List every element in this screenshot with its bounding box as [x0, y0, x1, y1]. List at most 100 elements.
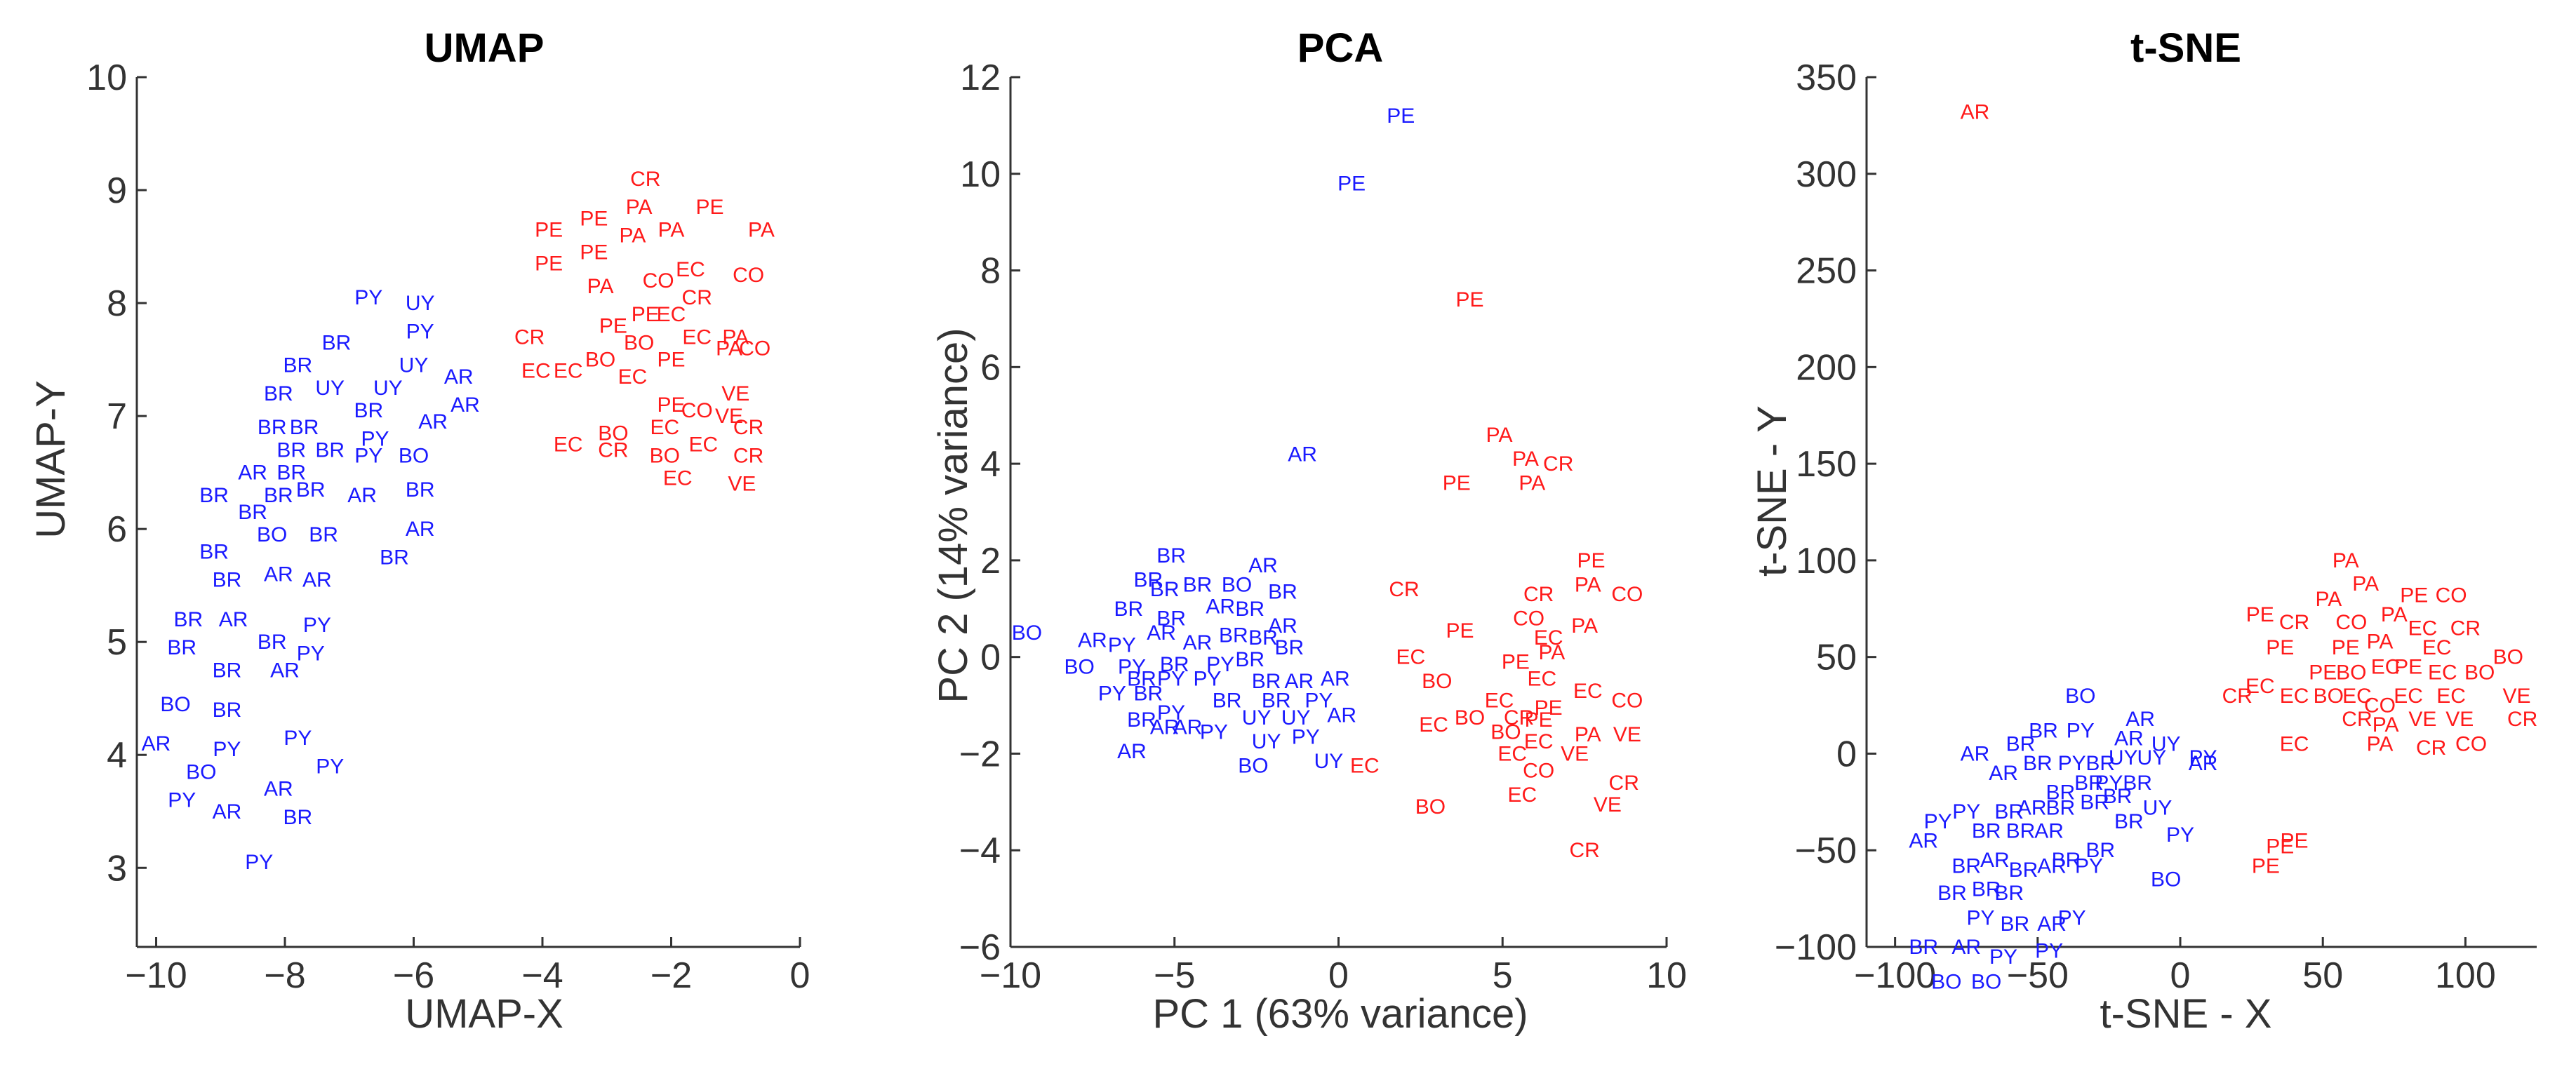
tsne-point-blue: BO [2151, 868, 2181, 892]
pca-point-red: EC [1396, 646, 1426, 669]
umap-point-red: EC [663, 467, 693, 490]
umap-point-red: BO [585, 349, 615, 372]
tsne-point-blue: BR [1909, 936, 1938, 959]
tsne-point-red: PA [2352, 572, 2379, 596]
umap-point-red: EC [650, 416, 679, 439]
pca-point-red: CR [1569, 839, 1599, 862]
pca-point-blue: BR [1268, 581, 1297, 604]
pca-point-red: CO [1523, 760, 1554, 783]
tsne-point-red: PA [2315, 588, 2342, 611]
tsne-point-blue: PY [2095, 772, 2123, 795]
umap-point-blue: AR [264, 778, 293, 801]
tsne-point-blue: BR [2086, 839, 2115, 862]
umap-point-red: EC [554, 433, 583, 456]
tsne-point-blue: PY [2058, 907, 2086, 930]
pca-point-blue: BR [1183, 573, 1213, 596]
umap-point-red: PA [620, 224, 646, 247]
pca-point-blue: PY [1118, 655, 1146, 678]
pca-y-axis-label: PC 2 (14% variance) [930, 328, 976, 703]
pca-point-blue: PY [1304, 690, 1333, 713]
pca-point-blue: BR [1252, 670, 1281, 693]
umap-point-red: CR [733, 444, 763, 467]
pca-y-tick-label: −6 [959, 927, 1001, 968]
tsne-y-tick-label: −100 [1775, 927, 1857, 968]
pca-point-red: PE [1577, 549, 1605, 572]
umap-x-tick-label: −2 [650, 955, 692, 996]
tsne-y-tick-label: 200 [1796, 347, 1857, 388]
pca-point-red: PE [1455, 288, 1483, 311]
pca-point-blue: PY [1206, 653, 1234, 676]
umap-point-blue: BR [296, 478, 326, 502]
tsne-point-red: VE [2503, 685, 2531, 708]
tsne-point-blue: PY [1967, 907, 1995, 930]
pca-point-red: PE [1525, 708, 1553, 732]
tsne-point-blue: AR [1951, 936, 1981, 959]
umap-x-tick-label: −10 [125, 955, 187, 996]
tsne-point-red: PE [2309, 661, 2337, 685]
tsne-point-red: PE [2252, 854, 2280, 877]
tsne-title: t-SNE [2130, 25, 2241, 71]
pca-point-red: EC [1507, 783, 1537, 807]
pca-point-blue: AR [1183, 631, 1213, 654]
tsne-y-tick-label: 50 [1816, 638, 1857, 678]
umap-point-red: PA [716, 337, 742, 360]
umap-point-blue: BR [309, 523, 338, 546]
tsne-point-blue: BO [1931, 971, 1961, 994]
pca-y-tick-label: −4 [959, 830, 1001, 871]
umap-point-red: CO [643, 269, 674, 292]
pca-point-blue: BR [1262, 690, 1291, 713]
pca-point-blue: BR [1114, 598, 1143, 621]
umap-x-axis-label: UMAP-X [405, 991, 563, 1037]
tsne-point-blue: BO [2065, 685, 2095, 708]
umap-point-red: EC [521, 360, 551, 383]
pca-point-red: PE [1446, 619, 1474, 643]
pca-point-blue: PY [1193, 668, 1221, 691]
umap-point-red: BO [650, 444, 680, 467]
tsne-point-red: PA [2333, 549, 2359, 572]
tsne-point-blue: UY [2137, 746, 2167, 769]
umap-point-red: PE [580, 241, 608, 264]
pca-point-red: CO [1513, 607, 1544, 631]
umap-point-blue: PY [245, 851, 273, 874]
tsne-point-blue: BR [2086, 752, 2115, 775]
pca-y-tick-label: 8 [980, 251, 1001, 292]
umap-point-blue: BR [258, 631, 287, 654]
pca-point-blue: AR [1078, 629, 1107, 652]
umap-point-red: EC [554, 360, 583, 383]
tsne-point-red: VE [2445, 708, 2474, 731]
umap-point-blue: PY [316, 755, 344, 778]
pca-point-red: PA [1575, 573, 1601, 596]
pca-point-red: PE [1502, 651, 1530, 674]
umap-point-blue: UY [315, 377, 345, 400]
umap-x-tick-label: 0 [790, 955, 810, 996]
tsne-point-blue: BR [2103, 785, 2133, 808]
tsne-point-blue: AR [2189, 752, 2218, 775]
umap-x-tick-label: −6 [393, 955, 434, 996]
pca-point-blue: BR [1127, 708, 1156, 732]
pca-y-tick-label: 4 [980, 444, 1001, 485]
pca-point-red: BO [1422, 670, 1452, 693]
tsne-point-blue: AR [1989, 762, 2018, 785]
umap-point-red: EC [682, 325, 712, 349]
umap-point-red: PE [657, 349, 685, 372]
umap-point-blue: BR [276, 462, 306, 485]
pca-point-blue: BO [1012, 621, 1042, 645]
umap-point-blue: BO [399, 444, 429, 467]
pca-point-blue: BO [1222, 573, 1252, 596]
tsne-point-blue: BR [2046, 797, 2075, 820]
umap-point-blue: AR [444, 365, 474, 389]
tsne-ticks: −100 −50 0 50 100 −100 −50 0 50 100 150 200 250 300 35… [1775, 58, 2537, 996]
umap-point-red: PE [580, 207, 608, 230]
pca-point-blue: BR [1156, 607, 1186, 631]
tsne-point-red: BO [2314, 685, 2344, 708]
pca-point-red: CO [1611, 583, 1643, 606]
pca-point-blue: AR [1206, 595, 1235, 618]
pca-point-blue: BR [1156, 544, 1186, 567]
umap-point-red: PE [657, 393, 685, 417]
umap-y-tick-label: 10 [86, 58, 127, 98]
tsne-point-blue: AR [2125, 708, 2155, 731]
pca-point-blue: BR [1219, 624, 1248, 647]
tsne-point-red: EC [2436, 685, 2466, 708]
tsne-point-red: EC [2280, 685, 2309, 708]
tsne-point-red: CO [2335, 611, 2367, 634]
